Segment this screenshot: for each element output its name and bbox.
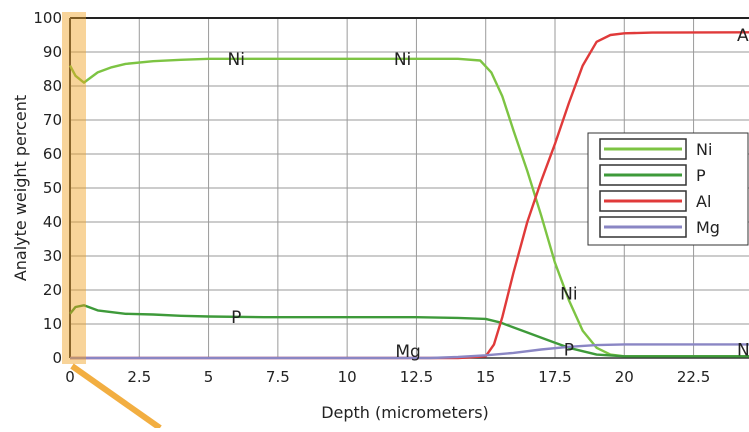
x-tick-label: 0 (65, 368, 75, 386)
x-axis-title: Depth (micrometers) (321, 403, 489, 422)
annotation-label: Mg (395, 342, 420, 362)
annotation-label: Ni (394, 50, 411, 70)
annotation-label: P (231, 308, 241, 328)
annotation-label: P (564, 341, 574, 361)
annotation-label: Ni (560, 284, 577, 304)
series-line-ni (68, 57, 749, 358)
y-tick-label: 30 (43, 247, 62, 265)
x-tick-label: 22.5 (677, 368, 710, 386)
y-tick-label: 0 (52, 349, 62, 367)
y-tick-label: 70 (43, 111, 62, 129)
x-tick-label: 10 (338, 368, 357, 386)
y-tick-label: 20 (43, 281, 62, 299)
highlight-bar (62, 12, 86, 364)
y-axis-title: Analyte weight percent (11, 95, 30, 281)
axis-labels: Depth (micrometers) Analyte weight perce… (11, 95, 489, 422)
x-tick-label: 12.5 (400, 368, 433, 386)
legend-entry-ni: Ni (599, 138, 712, 160)
x-tick-label: 7.5 (266, 368, 290, 386)
legend-entry-al: Al (599, 190, 711, 212)
legend-label: Ni (696, 140, 712, 159)
legend-label: Al (696, 192, 711, 211)
y-tick-label: 100 (33, 9, 62, 27)
y-tick-label: 50 (43, 179, 62, 197)
x-tick-label: 15 (476, 368, 495, 386)
legend-label: P (696, 166, 706, 185)
highlight-pointer (70, 363, 162, 431)
y-tick-label: 80 (43, 77, 62, 95)
y-tick-label: 90 (43, 43, 62, 61)
annotation-label: Al (737, 26, 749, 46)
legend-entry-p: P (599, 164, 706, 186)
x-tick-label: 17.5 (538, 368, 571, 386)
y-tick-label: 40 (43, 213, 62, 231)
series-line-al (70, 31, 749, 360)
axes: 0 10 20 30 40 50 60 70 80 90 100 0 2.5 5 7.5 10 12.5 15 17… (33, 9, 749, 386)
x-tick-label: 2.5 (127, 368, 151, 386)
annotations: Ni Ni Ni P P Mg Al N (228, 26, 749, 362)
series-line-mg (70, 343, 749, 360)
annotation-label: N (737, 341, 749, 361)
selection-highlight (62, 12, 162, 431)
series-line-p (69, 304, 749, 358)
x-tick-label: 20 (615, 368, 634, 386)
series-lines (68, 31, 749, 360)
x-tick-label: 5 (204, 368, 214, 386)
annotation-label: Ni (228, 50, 245, 70)
legend-label: Mg (696, 218, 720, 237)
legend: Ni P Al Mg (587, 132, 749, 246)
legend-entry-mg: Mg (599, 216, 720, 238)
y-tick-label: 10 (43, 315, 62, 333)
y-tick-label: 60 (43, 145, 62, 163)
